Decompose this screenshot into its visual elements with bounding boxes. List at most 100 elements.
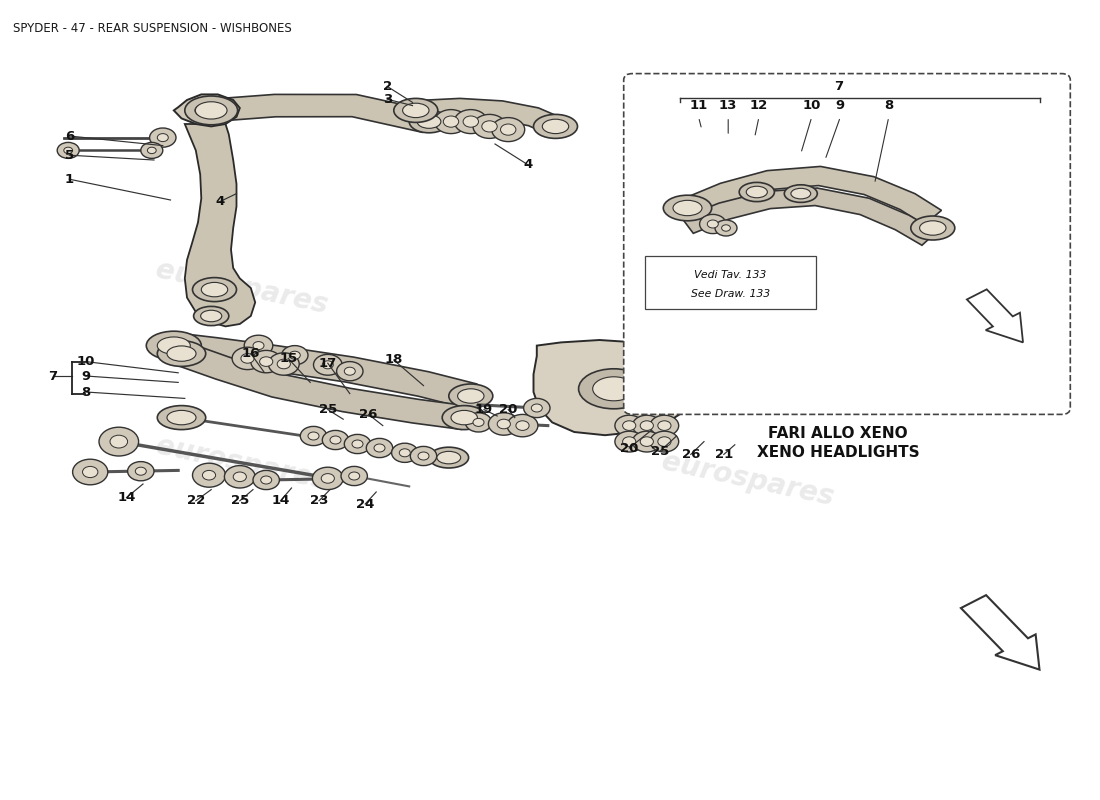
Text: 12: 12: [750, 99, 768, 112]
Circle shape: [64, 147, 73, 154]
Polygon shape: [534, 340, 695, 435]
Polygon shape: [174, 94, 240, 126]
Ellipse shape: [187, 99, 227, 122]
Circle shape: [465, 413, 492, 432]
Circle shape: [282, 346, 308, 365]
Circle shape: [322, 430, 349, 450]
Text: 9: 9: [836, 99, 845, 112]
Circle shape: [261, 476, 272, 484]
Polygon shape: [174, 343, 468, 430]
Circle shape: [308, 432, 319, 440]
Circle shape: [500, 124, 516, 135]
Circle shape: [473, 418, 484, 426]
Text: 10: 10: [77, 355, 95, 368]
Circle shape: [147, 147, 156, 154]
Text: 6: 6: [65, 130, 74, 142]
Circle shape: [224, 466, 255, 488]
Ellipse shape: [739, 182, 774, 202]
Ellipse shape: [673, 200, 702, 216]
Text: 19: 19: [475, 403, 493, 416]
Circle shape: [233, 472, 246, 482]
Ellipse shape: [449, 384, 493, 408]
Ellipse shape: [911, 216, 955, 240]
Circle shape: [241, 354, 254, 363]
Circle shape: [650, 415, 679, 436]
Ellipse shape: [201, 282, 228, 297]
Circle shape: [321, 474, 334, 483]
Text: 7: 7: [834, 80, 843, 93]
Circle shape: [632, 415, 661, 436]
Circle shape: [531, 404, 542, 412]
Text: See Draw. 133: See Draw. 133: [691, 289, 770, 299]
Circle shape: [312, 467, 343, 490]
FancyArrow shape: [967, 290, 1023, 342]
Polygon shape: [411, 98, 562, 134]
Text: 16: 16: [242, 347, 260, 360]
Ellipse shape: [157, 406, 206, 430]
Circle shape: [128, 462, 154, 481]
Text: eurospares: eurospares: [659, 192, 837, 256]
Circle shape: [366, 438, 393, 458]
Ellipse shape: [429, 447, 469, 468]
Polygon shape: [682, 188, 937, 246]
Circle shape: [473, 114, 506, 138]
Text: 20: 20: [620, 442, 638, 454]
Ellipse shape: [409, 110, 449, 133]
Circle shape: [314, 354, 342, 375]
Ellipse shape: [196, 102, 227, 119]
Circle shape: [482, 121, 497, 132]
FancyArrow shape: [961, 595, 1040, 670]
Ellipse shape: [663, 195, 712, 221]
Polygon shape: [170, 333, 476, 408]
Text: 25: 25: [231, 494, 249, 507]
Circle shape: [700, 214, 726, 234]
Ellipse shape: [746, 186, 768, 198]
Ellipse shape: [192, 278, 236, 302]
Circle shape: [650, 431, 679, 452]
Circle shape: [374, 444, 385, 452]
Circle shape: [99, 427, 139, 456]
Polygon shape: [185, 124, 255, 326]
Circle shape: [253, 470, 279, 490]
Circle shape: [57, 142, 79, 158]
Ellipse shape: [791, 188, 811, 199]
Text: 2: 2: [383, 80, 392, 93]
Text: 24: 24: [356, 498, 374, 510]
Circle shape: [352, 440, 363, 448]
Circle shape: [141, 142, 163, 158]
Circle shape: [443, 116, 459, 127]
Circle shape: [392, 443, 418, 462]
Text: 25: 25: [651, 445, 669, 458]
Text: eurospares: eurospares: [153, 432, 331, 496]
Text: 1: 1: [65, 173, 74, 186]
Ellipse shape: [579, 369, 649, 409]
Circle shape: [268, 353, 299, 375]
Text: 13: 13: [719, 99, 737, 112]
Circle shape: [260, 357, 273, 366]
Circle shape: [251, 350, 282, 373]
Circle shape: [344, 434, 371, 454]
Circle shape: [463, 116, 478, 127]
FancyBboxPatch shape: [645, 256, 816, 309]
Text: 8: 8: [81, 386, 90, 398]
Circle shape: [289, 351, 300, 359]
Text: Vedi Tav. 133: Vedi Tav. 133: [694, 270, 767, 281]
Circle shape: [410, 446, 437, 466]
Circle shape: [497, 419, 510, 429]
Circle shape: [277, 359, 290, 369]
Ellipse shape: [442, 406, 486, 430]
Text: 7: 7: [48, 370, 57, 382]
Ellipse shape: [403, 103, 429, 118]
Circle shape: [454, 110, 487, 134]
Ellipse shape: [920, 221, 946, 235]
Ellipse shape: [195, 104, 219, 117]
Ellipse shape: [157, 337, 190, 354]
Text: 14: 14: [118, 491, 135, 504]
Ellipse shape: [451, 410, 477, 425]
Circle shape: [341, 466, 367, 486]
Text: 25: 25: [319, 403, 337, 416]
Circle shape: [524, 398, 550, 418]
Text: 23: 23: [310, 494, 328, 507]
FancyBboxPatch shape: [624, 74, 1070, 414]
Text: 5: 5: [65, 149, 74, 162]
